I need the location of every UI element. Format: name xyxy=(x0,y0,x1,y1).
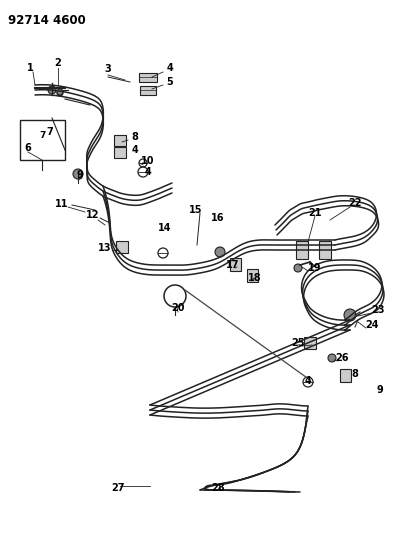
Text: 4: 4 xyxy=(166,63,173,73)
Text: 17: 17 xyxy=(226,260,240,270)
Circle shape xyxy=(57,90,63,96)
Text: 3: 3 xyxy=(105,64,111,74)
Text: 21: 21 xyxy=(308,208,322,218)
Text: 14: 14 xyxy=(158,223,172,233)
Text: 20: 20 xyxy=(171,303,185,313)
Text: 10: 10 xyxy=(141,156,155,166)
Text: 18: 18 xyxy=(248,273,262,283)
Text: 12: 12 xyxy=(86,210,100,220)
Bar xyxy=(304,337,316,349)
Bar xyxy=(339,368,351,382)
Text: 8: 8 xyxy=(131,132,139,142)
Bar xyxy=(139,72,157,82)
Text: 7: 7 xyxy=(47,127,53,137)
Text: 23: 23 xyxy=(371,305,385,315)
Text: 4: 4 xyxy=(132,145,138,155)
Text: 7: 7 xyxy=(40,131,46,140)
Text: 5: 5 xyxy=(166,77,173,87)
Circle shape xyxy=(294,264,302,272)
Bar xyxy=(296,241,308,259)
Circle shape xyxy=(328,354,336,362)
Text: 2: 2 xyxy=(55,58,61,68)
Text: 15: 15 xyxy=(189,205,203,215)
Text: 13: 13 xyxy=(98,243,112,253)
Text: 4: 4 xyxy=(145,167,152,177)
Text: 19: 19 xyxy=(308,263,322,273)
Bar xyxy=(247,269,258,281)
Bar xyxy=(116,241,128,253)
Bar xyxy=(114,147,126,157)
Circle shape xyxy=(215,247,225,257)
Text: 24: 24 xyxy=(365,320,379,330)
Text: 22: 22 xyxy=(348,198,362,208)
Text: 6: 6 xyxy=(25,143,31,153)
Text: 26: 26 xyxy=(335,353,349,363)
Text: 27: 27 xyxy=(111,483,125,493)
Text: 16: 16 xyxy=(211,213,225,223)
Circle shape xyxy=(73,169,83,179)
Bar xyxy=(140,85,156,94)
Text: 8: 8 xyxy=(351,369,358,379)
Text: 92714 4600: 92714 4600 xyxy=(8,14,86,27)
Text: 25: 25 xyxy=(291,338,305,348)
Bar xyxy=(114,134,126,146)
Text: 9: 9 xyxy=(77,170,83,180)
Circle shape xyxy=(57,89,63,95)
Circle shape xyxy=(48,86,56,94)
Text: 4: 4 xyxy=(305,376,312,386)
Bar xyxy=(20,120,65,160)
Bar xyxy=(319,241,331,259)
Text: 9: 9 xyxy=(377,385,383,395)
Circle shape xyxy=(344,309,356,321)
Text: 28: 28 xyxy=(211,483,225,493)
Bar xyxy=(229,257,241,271)
Text: 11: 11 xyxy=(55,199,69,209)
Text: 1: 1 xyxy=(27,63,33,73)
